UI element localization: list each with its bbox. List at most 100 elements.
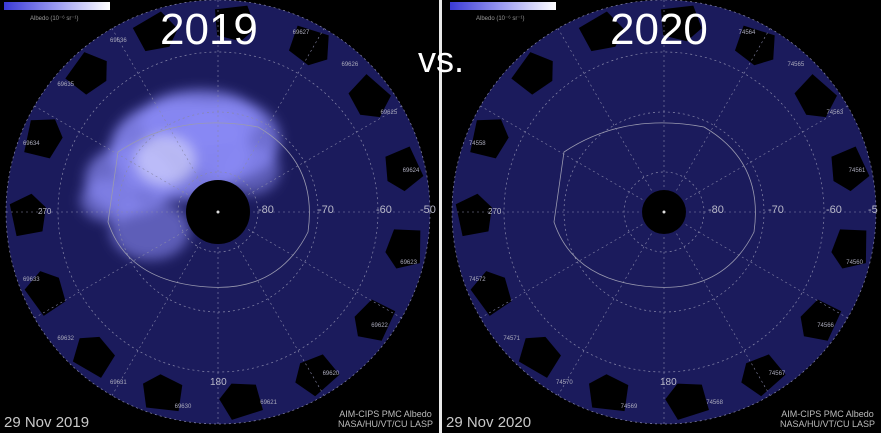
orbit-number: 69627 (292, 29, 310, 36)
meridian (34, 105, 219, 213)
orbit-number: 74571 (503, 336, 520, 343)
credit: AIM-CIPS PMC Albedo NASA/HU/VT/CU LASP (338, 409, 433, 429)
data-gap (354, 299, 396, 341)
south-pole (662, 210, 666, 214)
orbit-number: 69624 (402, 167, 420, 174)
lat-label: -70 (318, 204, 334, 216)
panel-2020: Albedo (10⁻⁶ sr⁻¹) 2020 -80 -70 -60 -5 2… (442, 0, 881, 433)
meridian (34, 211, 219, 319)
lat-label: -80 (708, 204, 724, 216)
panel-2019: Albedo (10⁻⁶ sr⁻¹) 2019 -80 -70 -60 -50 … (0, 0, 439, 433)
orbit-number: 69626 (341, 61, 359, 68)
credit-line: AIM-CIPS PMC Albedo (339, 409, 432, 419)
data-gap (214, 5, 256, 42)
orbit-number: 74572 (468, 276, 486, 283)
colorbar (450, 2, 556, 10)
colorbar (4, 2, 110, 10)
data-gap (385, 229, 421, 269)
date-label: 29 Nov 2020 (446, 414, 532, 431)
orbit-number: 69625 (380, 110, 398, 116)
data-gap (9, 193, 46, 237)
year-title: 2019 (160, 5, 258, 54)
orbit-number: 74567 (768, 371, 786, 378)
lon-label: 180 (210, 377, 227, 388)
colorbar-label: Albedo (10⁻⁶ sr⁻¹) (476, 16, 525, 22)
meridian (217, 28, 325, 213)
data-gap (132, 11, 178, 52)
lat-label: -5 (868, 204, 878, 216)
polar-map-2020 (451, 0, 877, 425)
colorbar-label: Albedo (10⁻⁶ sr⁻¹) (30, 16, 79, 22)
data-gap (72, 336, 115, 378)
data-gap (65, 52, 107, 95)
lon-label: 270 (38, 207, 52, 216)
meridian (217, 211, 402, 319)
data-gap (831, 229, 867, 269)
data-gap (348, 74, 391, 118)
polar-map-2019 (5, 0, 431, 425)
data-gap (470, 119, 509, 159)
orbit-number: 74569 (620, 403, 638, 410)
data-gap (511, 52, 553, 95)
credit-line: NASA/HU/VT/CU LASP (337, 419, 433, 429)
divider (439, 0, 442, 433)
meridian (663, 211, 848, 319)
year-title: 2020 (610, 5, 708, 54)
orbit-number: 69634 (22, 141, 40, 148)
data-gap (794, 74, 837, 118)
data-gap (518, 336, 561, 378)
orbit-number: 69633 (22, 276, 40, 283)
meridian (111, 28, 219, 213)
meridian (111, 211, 219, 396)
lon-label: 270 (488, 207, 502, 216)
credit: AIM-CIPS PMC Albedo NASA/HU/VT/CU LASP (780, 409, 875, 429)
vs-label: vs. (418, 39, 465, 80)
orbit-number: 69635 (57, 81, 74, 88)
lat-label: -70 (768, 204, 784, 216)
orbit-number: 74561 (848, 167, 866, 174)
meridian (217, 105, 402, 213)
meridian (557, 28, 665, 213)
date-label: 29 Nov 2019 (4, 414, 90, 431)
meridian (663, 105, 848, 213)
meridian (480, 211, 665, 319)
data-gap (24, 119, 63, 159)
cloud (80, 178, 140, 222)
data-gap (288, 25, 329, 66)
orbit-number: 74563 (826, 110, 844, 116)
orbit-number: 74565 (787, 61, 805, 68)
orbit-number: 74560 (846, 260, 863, 267)
data-gap (24, 271, 66, 316)
lon-label: 180 (660, 377, 677, 388)
lat-label: -50 (420, 204, 436, 216)
credit-line: AIM-CIPS PMC Albedo (781, 409, 874, 419)
south-pole (216, 210, 220, 214)
data-gap (470, 271, 512, 316)
orbit-number: 69622 (371, 322, 388, 329)
coastline (107, 122, 310, 288)
credit-line: NASA/HU/VT/CU LASP (779, 419, 875, 429)
data-gap (455, 193, 492, 237)
meridian (480, 105, 665, 213)
cloud (220, 145, 280, 195)
data-gap (589, 374, 629, 412)
meridian (663, 28, 771, 213)
data-gap (831, 146, 870, 192)
data-gap (734, 25, 775, 66)
orbit-number: 69620 (322, 371, 340, 378)
cloud-bright (135, 135, 195, 185)
data-gap (143, 374, 183, 412)
orbit-number: 74566 (817, 322, 834, 329)
lat-label: -60 (826, 204, 842, 216)
cloud-layer (80, 90, 280, 260)
meridian (217, 211, 325, 396)
orbit-number: 74564 (738, 29, 756, 36)
cloud (140, 90, 260, 150)
data-gap (665, 383, 709, 420)
orbit-number: 69636 (110, 37, 127, 44)
orbit-number: 69621 (260, 400, 277, 407)
data-gap (578, 11, 624, 52)
meridian (663, 211, 771, 396)
data-gap (385, 146, 424, 192)
